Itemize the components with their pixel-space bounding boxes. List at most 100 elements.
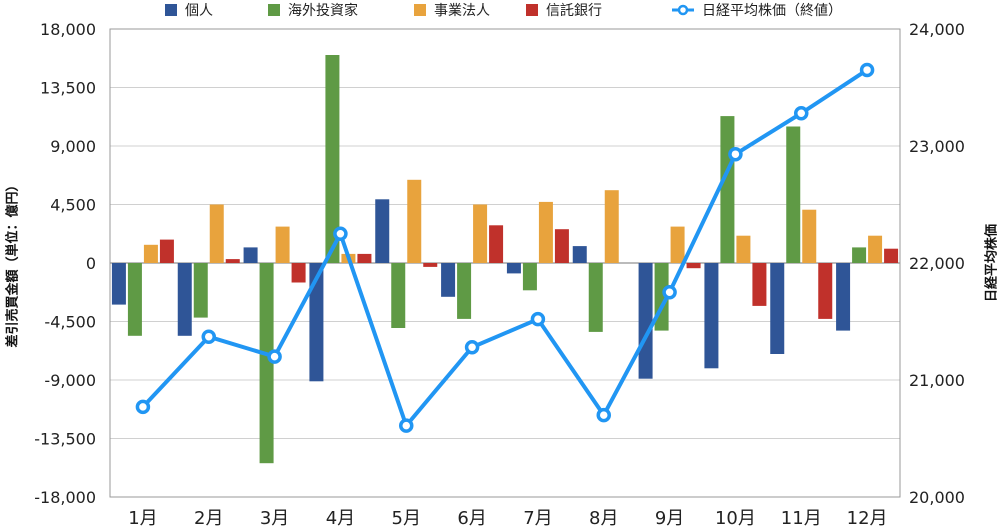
legend-item: 事業法人: [414, 3, 490, 19]
legend: 個人 海外投資家 事業法人 信託銀行 日経平均株価（終値）: [165, 2, 842, 19]
category-label: 3月: [260, 508, 289, 528]
bar: [506, 263, 521, 274]
right-tick-label: 24,000: [909, 20, 965, 39]
legend-item: 日経平均株価（終値）: [672, 3, 842, 19]
bar: [127, 263, 142, 336]
line-point: [333, 226, 348, 241]
legend-label: 海外投資家: [288, 2, 358, 19]
left-tick-label: -9,000: [44, 371, 96, 390]
bar: [473, 204, 488, 263]
right-tick-label: 23,000: [909, 137, 965, 156]
bar: [391, 263, 406, 328]
line-point: [596, 407, 611, 423]
category-axis-labels: 1月 2月 3月 4月 5月 6月 7月 8月 9月 10月 11月 12月: [128, 508, 887, 528]
line-point: [728, 146, 743, 162]
left-tick-label: 13,500: [40, 79, 96, 98]
line-point: [399, 418, 414, 433]
bar: [554, 229, 569, 263]
legend-label: 個人: [185, 3, 213, 19]
legend-label: 日経平均株価（終値）: [702, 3, 842, 19]
bar: [638, 263, 653, 379]
bar: [489, 225, 504, 263]
bar: [159, 239, 174, 263]
legend-marker: [677, 4, 689, 16]
bar: [802, 209, 817, 263]
bar: [670, 226, 685, 263]
bar: [770, 263, 785, 354]
category-label: 7月: [523, 508, 552, 528]
line-series: [135, 62, 875, 433]
bar: [275, 226, 290, 263]
legend-label: 事業法人: [434, 3, 490, 19]
left-tick-label: -4,500: [44, 313, 96, 332]
bar: [868, 235, 883, 263]
bar: [243, 247, 258, 263]
line-point: [135, 399, 151, 415]
bar: [786, 126, 801, 263]
legend-label: 信託銀行: [546, 3, 602, 19]
bar: [143, 244, 158, 263]
category-label: 8月: [589, 508, 618, 528]
category-label: 4月: [326, 508, 355, 528]
bar: [407, 179, 422, 263]
legend-swatch: [414, 4, 426, 16]
bar: [291, 263, 306, 283]
bar: [522, 263, 537, 291]
category-label: 12月: [847, 508, 888, 528]
legend-item: 信託銀行: [526, 3, 602, 19]
category-label: 6月: [457, 508, 486, 528]
bar-marks: [111, 55, 899, 464]
bar: [375, 199, 390, 263]
bar: [193, 263, 208, 318]
line-point: [794, 105, 809, 121]
line-path: [141, 68, 869, 428]
bar: [604, 190, 619, 263]
bar: [686, 263, 701, 269]
bar: [325, 55, 340, 263]
bar: [457, 263, 472, 319]
bar: [259, 263, 274, 464]
bar: [836, 263, 851, 331]
bar: [209, 204, 224, 263]
bar: [225, 259, 240, 263]
bar: [572, 246, 587, 263]
category-label: 1月: [128, 508, 157, 528]
line-point: [859, 62, 875, 78]
left-axis-title: 差引売買金額（単位：億円）: [5, 178, 21, 347]
right-axis-ticks: 24,000 23,000 22,000 21,000 20,000: [909, 20, 965, 507]
line-point: [464, 339, 480, 355]
bar: [884, 248, 899, 263]
bar: [852, 247, 867, 263]
line-point: [662, 285, 677, 300]
bar: [111, 263, 126, 305]
right-tick-label: 20,000: [909, 488, 965, 507]
bar: [441, 263, 456, 297]
line-point: [530, 311, 546, 327]
left-tick-label: 4,500: [50, 196, 96, 215]
legend-swatch: [268, 4, 280, 16]
category-label: 2月: [194, 508, 223, 528]
plot-frame: [109, 28, 901, 498]
left-tick-label: -18,000: [34, 488, 96, 507]
category-label: 9月: [655, 508, 684, 528]
right-tick-label: 21,000: [909, 371, 965, 390]
bar: [720, 116, 735, 263]
category-label: 11月: [781, 508, 822, 528]
bar: [704, 263, 719, 369]
bar: [423, 263, 438, 267]
bar: [177, 263, 192, 336]
legend-item: 海外投資家: [268, 2, 358, 19]
legend-swatch: [526, 4, 538, 16]
right-axis-title: 日経平均株価: [984, 224, 1000, 302]
line-point: [267, 349, 282, 364]
legend-swatch: [165, 4, 177, 16]
bar: [752, 263, 767, 306]
left-tick-label: 18,000: [40, 20, 96, 39]
bar: [736, 235, 751, 263]
bar: [818, 263, 833, 319]
bar: [309, 263, 324, 382]
left-tick-label: 0: [86, 254, 96, 273]
bar: [588, 263, 603, 332]
left-axis-ticks: 18,000 13,500 9,000 4,500 0 -4,500 -9,000 -13,5…: [34, 20, 96, 507]
